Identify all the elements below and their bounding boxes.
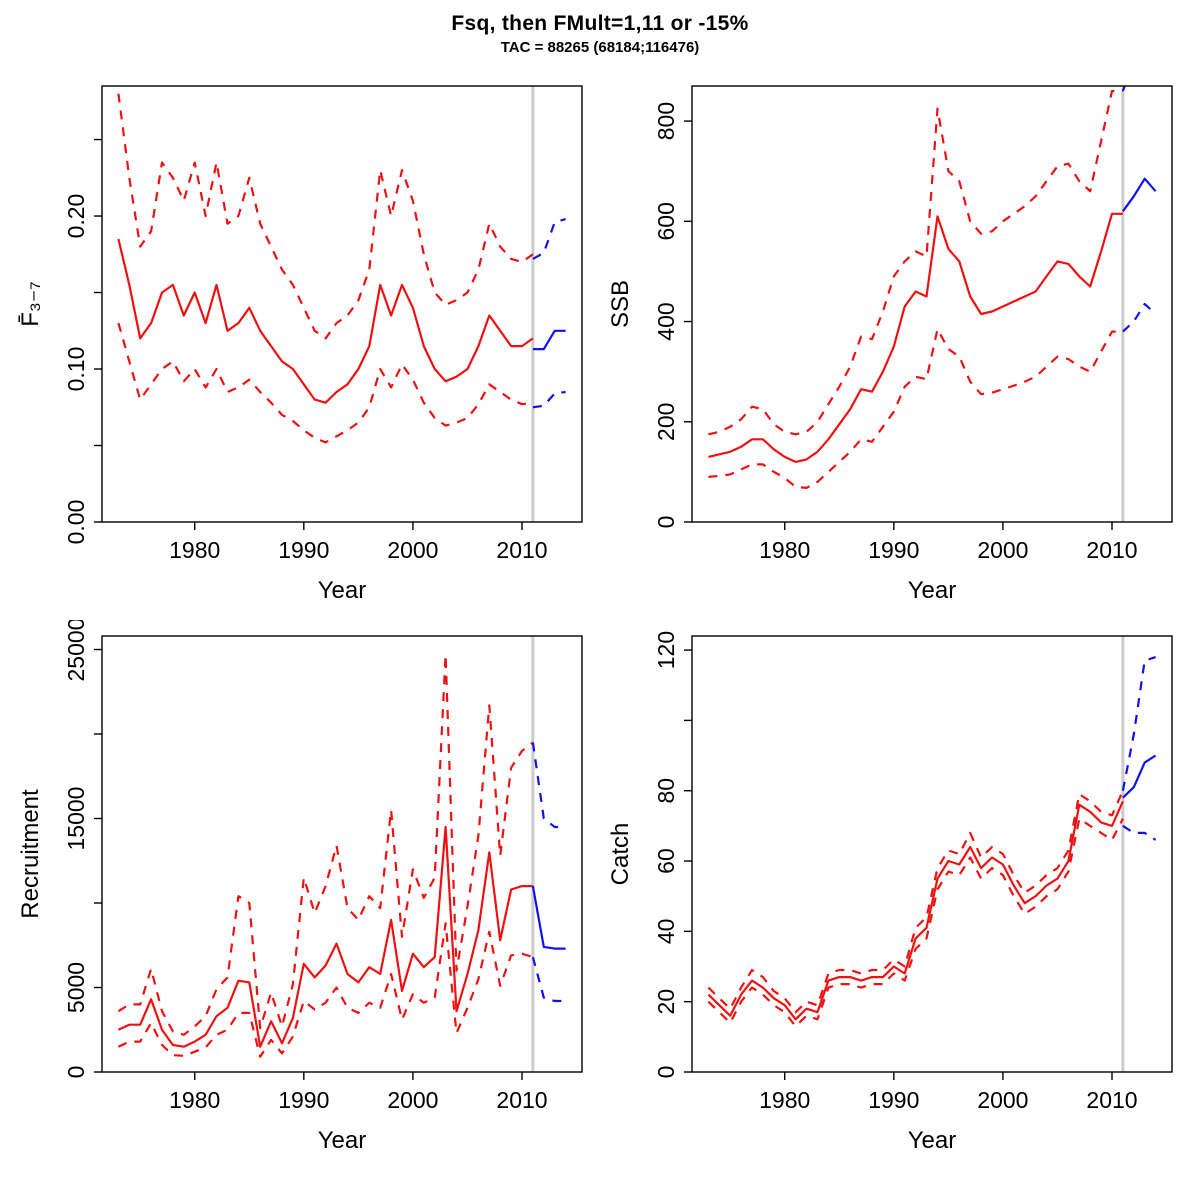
recruitment-x-axis-label: Year xyxy=(318,1127,367,1154)
ssb-y-axis-label: SSB xyxy=(607,280,634,328)
ssb-plot-frame xyxy=(691,85,1173,523)
fbar-upper-ci-forecast-line xyxy=(532,218,566,260)
recruitment-y-axis-label: Recruitment xyxy=(17,789,44,919)
fbar-y-tick-label: 0.20 xyxy=(63,194,89,239)
recruitment-x-tick-label: 1980 xyxy=(169,1087,220,1113)
ssb-median-history-line xyxy=(708,212,1123,463)
ssb-series-group xyxy=(708,86,1157,489)
ssb-x-axis-label: Year xyxy=(908,577,957,604)
recruitment-y-tick-label: 0 xyxy=(63,1066,89,1079)
ssb-x-tick-label: 2010 xyxy=(1086,537,1137,563)
figure-subtitle: TAC = 88265 (68184;116476) xyxy=(500,39,700,56)
catch-y-tick-label: 40 xyxy=(653,919,679,945)
fbar-y-tick-label: 0.10 xyxy=(63,347,89,392)
catch-series-group xyxy=(707,656,1157,1028)
ssb-y-tick-label: 800 xyxy=(653,102,679,140)
ssb-x-tick-label: 1980 xyxy=(759,537,810,563)
ssb-x-tick-label: 1990 xyxy=(868,537,919,563)
chart-catch: 1980 1990 2000 2010 0 20 40 60 80 120 Year Catch xyxy=(607,631,1173,1154)
catch-y-tick-label: 60 xyxy=(653,848,679,874)
fbar-x-tick-label: 1990 xyxy=(278,537,329,563)
fbar-median-forecast-line xyxy=(532,329,566,351)
catch-upper-ci-forecast-line xyxy=(1121,656,1156,791)
catch-y-tick-label: 80 xyxy=(653,778,679,804)
chart-fbar: 1980 1990 2000 2010 0.00 0.10 0.20 Year F̄₃₋₇ xyxy=(17,85,583,604)
catch-y-axis-label: Catch xyxy=(607,823,634,886)
fbar-upper-ci-history-line xyxy=(117,93,534,340)
catch-x-tick-label: 2010 xyxy=(1086,1087,1137,1113)
fbar-x-tick-label: 2000 xyxy=(387,537,438,563)
recruitment-median-forecast-line xyxy=(531,885,566,950)
catch-plot-frame xyxy=(691,635,1173,1073)
catch-median-forecast-line xyxy=(1122,754,1157,799)
ssb-x-tick-label: 2000 xyxy=(977,537,1028,563)
recruitment-x-tick-label: 2000 xyxy=(387,1087,438,1113)
recruitment-upper-ci-forecast-line xyxy=(531,742,566,829)
chart-recruitment: 1980 1990 2000 2010 0 5000 15000 25000 Year Recru… xyxy=(17,620,583,1154)
fbar-x-tick-label: 2010 xyxy=(496,537,547,563)
ssb-y-tick-label: 200 xyxy=(653,403,679,441)
catch-y-tick-label: 20 xyxy=(653,989,679,1015)
recruitment-x-tick-label: 1990 xyxy=(278,1087,329,1113)
catch-upper-ci-history-line xyxy=(707,790,1124,1014)
ssb-lower-ci-history-line xyxy=(708,328,1123,489)
ssb-lower-ci-forecast-line xyxy=(1122,302,1157,333)
catch-y-tick-label: 120 xyxy=(653,631,679,669)
ssb-median-forecast-line xyxy=(1122,177,1157,212)
recruitment-y-tick-label: 5000 xyxy=(63,962,89,1013)
recruitment-x-tick-label: 2010 xyxy=(496,1087,547,1113)
recruitment-lower-ci-history-line xyxy=(117,922,534,1058)
ssb-upper-ci-history-line xyxy=(708,89,1123,436)
fbar-x-tick-label: 1980 xyxy=(169,537,220,563)
fbar-y-tick-label: 0.00 xyxy=(63,500,89,545)
catch-x-tick-label: 1990 xyxy=(868,1087,919,1113)
fbar-x-axis-label: Year xyxy=(318,577,367,604)
recruitment-y-tick-label: 25000 xyxy=(63,620,89,682)
chart-ssb: 1980 1990 2000 2010 0 200 400 600 800 Year SSB xyxy=(607,85,1173,604)
chart-grid: 1980 1990 2000 2010 0.00 0.10 0.20 Year F̄₃₋₇ 198… xyxy=(0,70,1200,1170)
fbar-median-history-line xyxy=(117,238,534,404)
catch-x-axis-label: Year xyxy=(908,1127,957,1154)
recruitment-lower-ci-forecast-line xyxy=(531,956,566,1003)
catch-y-tick-label: 0 xyxy=(653,1066,679,1079)
figure-title: Fsq, then FMult=1,11 or -15% xyxy=(451,12,749,35)
ssb-y-tick-label: 600 xyxy=(653,202,679,240)
ssb-upper-ci-forecast-line xyxy=(1121,86,1126,92)
ssb-y-tick-label: 0 xyxy=(653,516,679,529)
catch-x-tick-label: 1980 xyxy=(759,1087,810,1113)
recruitment-y-tick-label: 15000 xyxy=(63,787,89,851)
recruitment-plot-frame xyxy=(101,635,583,1073)
recruitment-upper-ci-history-line xyxy=(117,653,534,1036)
recruitment-series-group xyxy=(117,653,566,1058)
fbar-lower-ci-history-line xyxy=(117,322,534,444)
ssb-y-tick-label: 400 xyxy=(653,302,679,340)
figure-header: Fsq, then FMult=1,11 or -15% TAC = 88265… xyxy=(0,12,1200,70)
fbar-y-axis-label: F̄₃₋₇ xyxy=(17,281,44,326)
catch-lower-ci-history-line xyxy=(707,817,1124,1028)
catch-lower-ci-forecast-line xyxy=(1122,824,1157,841)
recruitment-median-history-line xyxy=(117,825,533,1048)
fbar-plot-frame xyxy=(101,85,583,523)
catch-x-tick-label: 2000 xyxy=(977,1087,1028,1113)
catch-median-history-line xyxy=(707,800,1124,1021)
fbar-series-group xyxy=(117,93,566,444)
fbar-lower-ci-forecast-line xyxy=(532,390,566,409)
